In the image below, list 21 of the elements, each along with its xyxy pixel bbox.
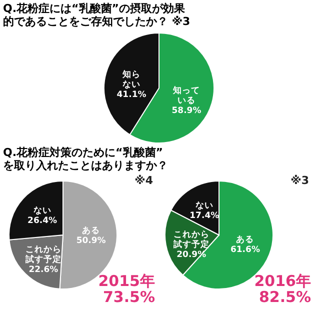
text: 2015年 73.5%	[98, 272, 155, 306]
slice-label: これから試す予定	[172, 230, 210, 250]
data-label: 22.6%	[28, 265, 59, 276]
data-label: 61.6%	[230, 245, 260, 256]
slice-label: ある	[82, 226, 100, 236]
slice-label: これから試す予定	[24, 245, 62, 266]
data-label: 58.9%	[172, 106, 202, 116]
slice-label: 知らない	[122, 69, 141, 90]
data-label: 17.4%	[190, 211, 220, 222]
chart-title: Q.花粉症には“乳酸菌”の摂取が効果的であることをご存知でしたか？ ※3	[3, 2, 190, 28]
text: ※3	[290, 174, 309, 187]
text: 2016年 82.5%	[254, 272, 311, 306]
text: ※4	[134, 174, 154, 187]
data-label: 50.9%	[76, 236, 106, 246]
data-label: 26.4%	[28, 216, 58, 226]
slice-label: ない	[33, 206, 52, 216]
slice-label: ない	[195, 201, 214, 212]
data-label: 41.1%	[116, 90, 147, 100]
chart-title: Q.花粉症対策のために“乳酸菌”を取り入れたことはありますか？	[3, 146, 168, 172]
slice-label: 知っている	[172, 84, 200, 106]
slice-label: ある	[236, 235, 254, 246]
